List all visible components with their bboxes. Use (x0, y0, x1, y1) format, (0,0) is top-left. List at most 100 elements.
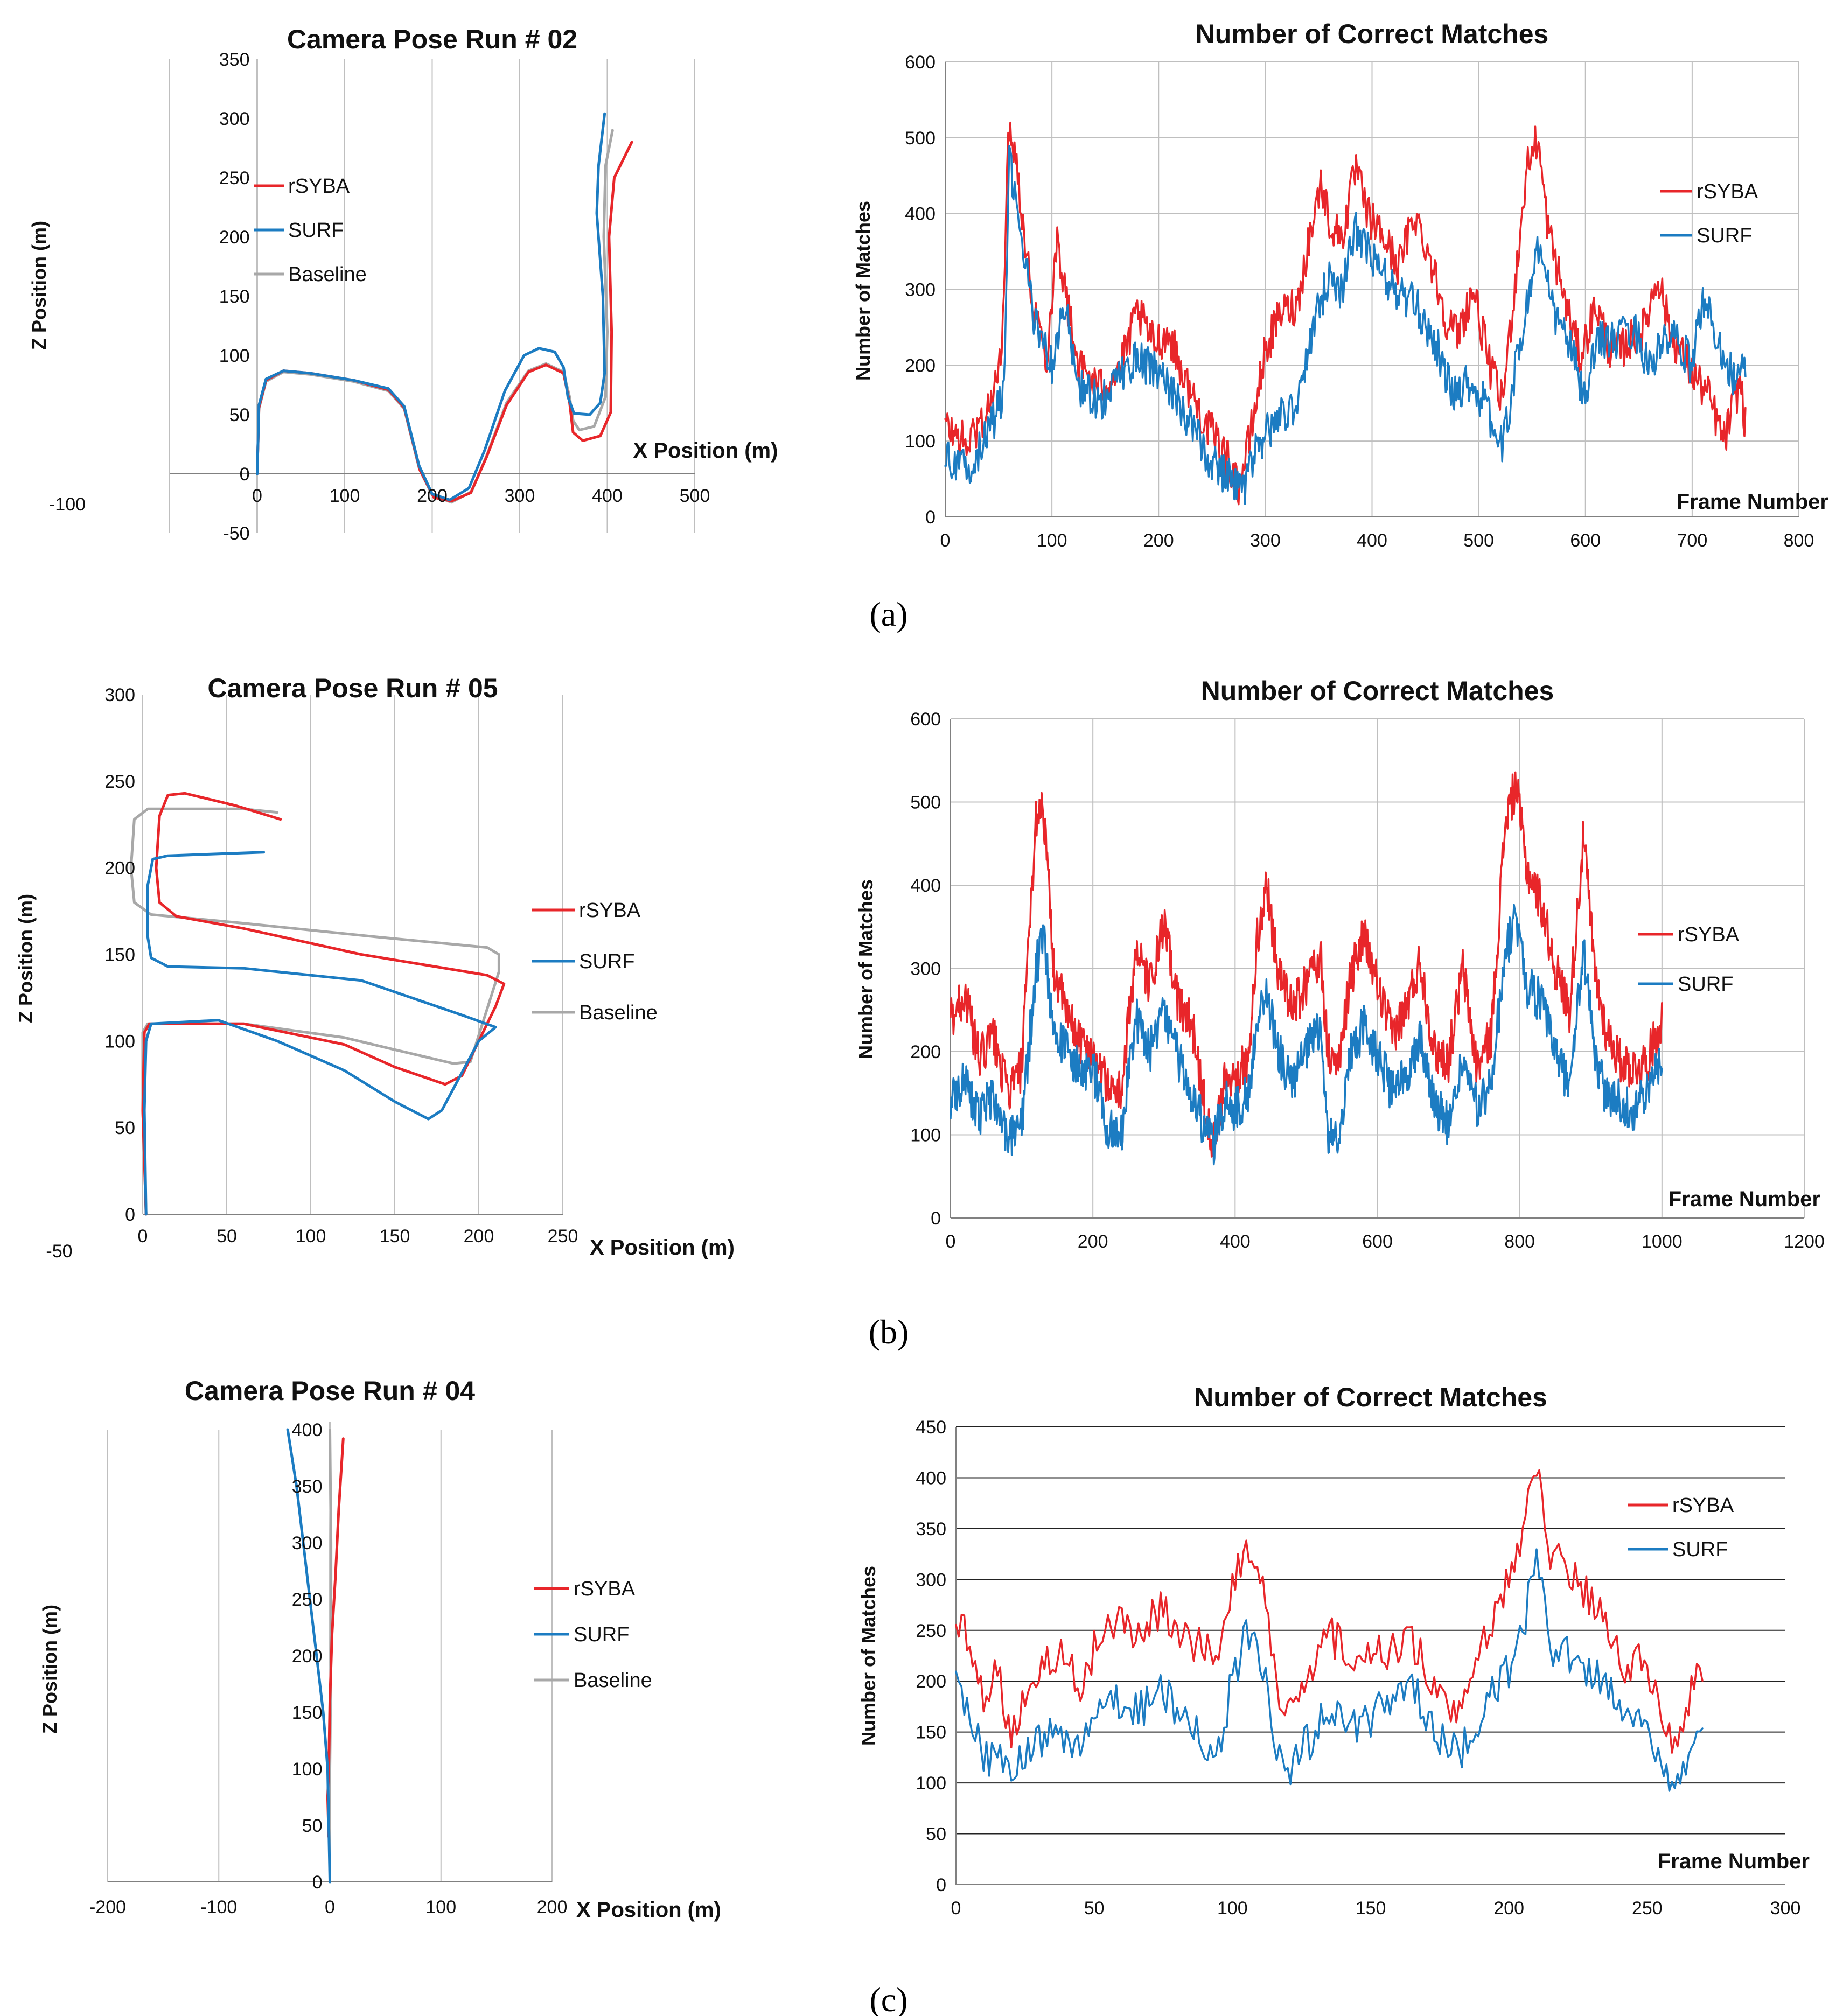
x-tick-label: -100 (200, 1897, 237, 1917)
y-axis-label: Z Position (m) (28, 221, 50, 350)
x-tick-label: 200 (1078, 1231, 1108, 1252)
x-tick-label: 0 (325, 1897, 335, 1917)
x-tick-label: 300 (505, 486, 535, 506)
chart-title: Camera Pose Run # 05 (207, 673, 498, 703)
x-tick-label: 800 (1784, 530, 1814, 551)
y-tick-label: 150 (916, 1723, 946, 1743)
x-tick-label: 200 (417, 486, 448, 506)
chart-pose04 (107, 1422, 569, 1884)
y-tick-label: 50 (115, 1118, 135, 1138)
x-tick-label: 0 (946, 1231, 956, 1252)
series-line-surf (944, 145, 1747, 505)
chart-matches05 (950, 718, 1805, 1219)
y-tick-label: 500 (905, 128, 936, 149)
x-tick-label: 1000 (1642, 1231, 1683, 1252)
series-line-surf (143, 851, 497, 1216)
x-tick-label: 700 (1677, 530, 1708, 551)
x-tick-label: 50 (1084, 1898, 1105, 1919)
y-tick-label: 0 (936, 1875, 946, 1895)
y-tick-label: 300 (916, 1570, 946, 1590)
y-tick-label: 100 (910, 1125, 941, 1146)
legend-label-surf: SURF (579, 950, 634, 973)
y-axis-label: Number of Matches (852, 201, 874, 381)
y-tick-label: 200 (916, 1671, 946, 1692)
legend-label-baseline: Baseline (288, 263, 367, 286)
y-tick-label: 100 (292, 1759, 323, 1780)
y-tick-label: 150 (219, 286, 250, 307)
x-tick-label: 400 (1357, 530, 1387, 551)
legend-label-rsyba: rSYBA (574, 1578, 636, 1600)
y-tick-label: 350 (916, 1519, 946, 1539)
x-tick-label: 200 (537, 1897, 568, 1917)
y-tick-label: 0 (125, 1205, 135, 1225)
y-tick-label: -50 (223, 523, 249, 544)
legend-label-surf: SURF (1672, 1538, 1728, 1561)
y-tick-label: 50 (926, 1824, 946, 1845)
legend-label-rsyba: rSYBA (288, 175, 350, 198)
chart-title: Number of Correct Matches (1201, 676, 1554, 706)
chart-title: Camera Pose Run # 02 (287, 24, 577, 54)
x-tick-label: 800 (1504, 1231, 1535, 1252)
y-tick-label: 400 (905, 204, 936, 225)
series-line-rsyba (950, 771, 1663, 1158)
y-tick-label: 50 (302, 1816, 323, 1836)
x-tick-label: 600 (1362, 1231, 1393, 1252)
y-tick-label: 200 (292, 1646, 323, 1667)
chart-pose05 (129, 695, 575, 1216)
y-tick-label: 100 (219, 346, 250, 366)
y-axis-label: Number of Matches (857, 1566, 879, 1746)
y-tick-label: 0 (240, 464, 250, 485)
y-tick-label: 100 (104, 1031, 135, 1052)
chart-matches02 (944, 61, 1799, 517)
x-axis-label: X Position (m) (590, 1236, 735, 1259)
legend-label-rsyba: rSYBA (1672, 1494, 1734, 1517)
x-tick-label: 0 (951, 1898, 961, 1919)
y-tick-label: 350 (219, 50, 250, 70)
chart-matches04 (955, 1426, 1785, 1885)
y-tick-label: 400 (916, 1468, 946, 1488)
y-tick-label: 50 (229, 405, 250, 425)
series-line-baseline (129, 807, 500, 1216)
x-tick-label: 250 (548, 1226, 578, 1247)
y-tick-label: 150 (292, 1703, 323, 1723)
y-tick-label: 250 (104, 772, 135, 792)
y-tick-label: 300 (910, 959, 941, 979)
x-tick-label: 100 (296, 1226, 326, 1247)
x-tick-label: 100 (1037, 530, 1067, 551)
x-tick-label: 0 (138, 1226, 148, 1247)
chart-title: Number of Correct Matches (1194, 1382, 1547, 1412)
x-tick-label: 300 (1250, 530, 1281, 551)
panel-label-a: (a) (869, 595, 907, 633)
series-line-surf (955, 1548, 1704, 1792)
y-tick-label: 150 (104, 945, 135, 965)
y-tick-label: 200 (104, 858, 135, 879)
x-tick-label: 400 (1220, 1231, 1251, 1252)
x-axis-label: X Position (m) (576, 1898, 721, 1922)
series-line-surf (950, 904, 1663, 1166)
y-tick-label: 0 (312, 1872, 323, 1893)
y-axis-label: Z Position (m) (15, 894, 37, 1023)
y-tick-label: 250 (916, 1621, 946, 1641)
chart-title: Camera Pose Run # 04 (185, 1376, 475, 1406)
y-tick-label: 200 (219, 227, 250, 248)
chart-title: Number of Correct Matches (1196, 19, 1549, 49)
x-tick-label: 400 (592, 486, 623, 506)
x-axis-label: Frame Number (1669, 1187, 1820, 1211)
y-axis-label: Z Position (m) (39, 1605, 61, 1734)
legend-label-surf: SURF (288, 219, 344, 242)
x-tick-label: 200 (1143, 530, 1174, 551)
series-line-rsyba (955, 1469, 1704, 1754)
x-axis-label: Frame Number (1677, 490, 1828, 514)
y-tick-label: 300 (292, 1533, 323, 1553)
x-tick-label: 100 (1217, 1898, 1248, 1919)
series-line-rsyba (141, 792, 506, 1216)
x-axis-label: X Position (m) (633, 439, 778, 463)
x-tick-label: 200 (1493, 1898, 1524, 1919)
y-tick-label: 200 (905, 355, 936, 376)
y-tick-label: 300 (104, 685, 135, 705)
legend-label-rsyba: rSYBA (1678, 923, 1740, 946)
series-line-surf (256, 112, 606, 501)
x-tick-label: 200 (464, 1226, 494, 1247)
y-tick-label: 250 (292, 1590, 323, 1610)
